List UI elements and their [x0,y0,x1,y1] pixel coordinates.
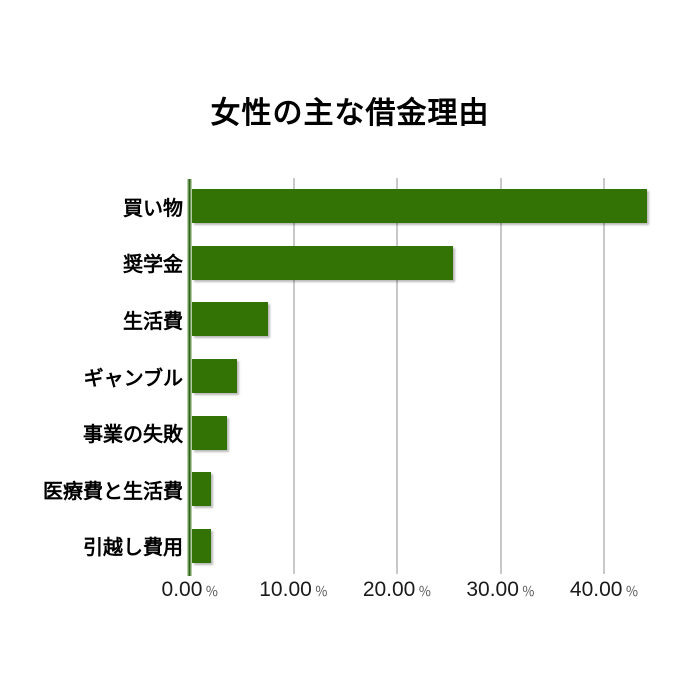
x-tick-percent-sign: ％ [418,584,432,599]
gridline [499,178,502,574]
x-tick-percent-sign: ％ [625,584,639,599]
bar [192,528,211,563]
bar [192,245,453,280]
bar-track [191,291,656,348]
x-tick-label: 0.00 ％ [120,578,260,602]
bar-row: 引越し費用 [0,517,656,574]
gridline [603,178,606,574]
bar-track [191,404,656,461]
x-tick-label: 20.00 ％ [327,578,467,602]
bar [192,189,647,224]
x-tick-number: 20.00 [362,578,416,601]
bar-row: 医療費と生活費 [0,461,656,518]
category-label: 引越し費用 [83,537,183,560]
category-label: 生活費 [123,310,183,333]
bar-track [191,517,656,574]
bar-row: 奨学金 [0,235,656,292]
bar [192,415,227,450]
x-tick-number: 40.00 [569,578,623,601]
gridline [396,178,399,574]
category-label: 事業の失敗 [83,424,183,447]
bar [192,359,237,394]
x-tick-label: 10.00 ％ [224,578,364,602]
x-tick-percent-sign: ％ [205,584,219,599]
bar-track [191,461,656,518]
category-label: 買い物 [123,197,183,220]
bar [192,302,268,337]
bar-row: 買い物 [0,178,656,235]
bar-chart: 買い物奨学金生活費ギャンブル事業の失敗医療費と生活費引越し費用 [0,178,656,576]
x-tick-label: 30.00 ％ [431,578,571,602]
x-axis: 0.00 ％ 10.00 ％ 20.00 ％ 30.00 ％ 40.00 ％ [0,578,700,610]
y-axis-line [187,179,192,576]
x-tick-percent-sign: ％ [314,584,328,599]
chart-title: 女性の主な借金理由 [210,97,490,130]
x-tick-label: 40.00 ％ [534,578,674,602]
x-tick-number: 0.00 [161,578,203,601]
category-label: ギャンブル [83,367,183,390]
bar-track [191,178,656,235]
bar-row: ギャンブル [0,348,656,405]
bar [192,472,211,507]
category-label: 医療費と生活費 [43,480,183,503]
gridline [292,178,295,574]
x-tick-number: 10.00 [259,578,312,601]
bar-track [191,235,656,292]
grid-layer [187,178,656,576]
x-tick-number: 30.00 [466,578,519,601]
bar-row: 事業の失敗 [0,404,656,461]
category-label: 奨学金 [123,254,183,277]
bar-row: 生活費 [0,291,656,348]
bar-rows: 買い物奨学金生活費ギャンブル事業の失敗医療費と生活費引越し費用 [0,178,656,574]
x-tick-percent-sign: ％ [521,584,535,599]
bar-track [191,348,656,405]
